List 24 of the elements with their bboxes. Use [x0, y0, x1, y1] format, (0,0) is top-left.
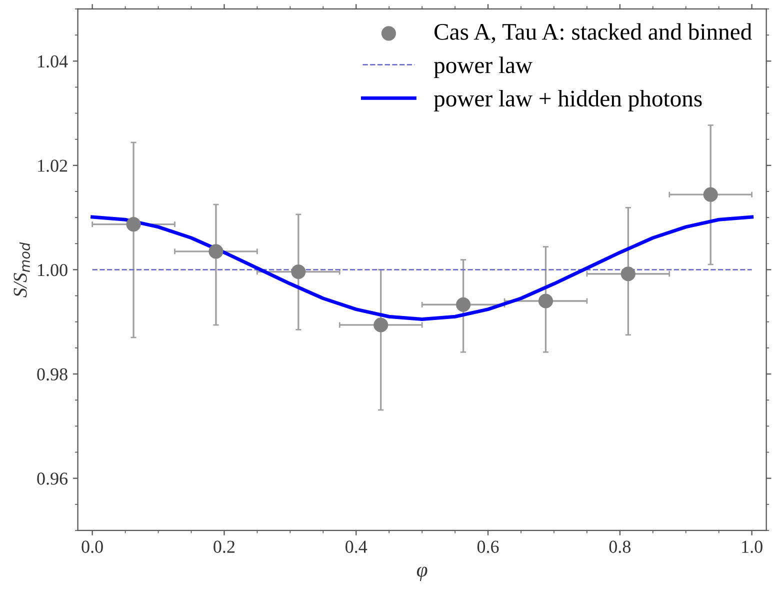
point	[703, 187, 718, 202]
legend-label: Cas A, Tau A: stacked and binned	[434, 23, 752, 44]
x-tick-label: 0.4	[346, 540, 368, 553]
x-tick-label: 0.0	[82, 540, 103, 553]
y-tick-label: 0.96	[37, 472, 68, 485]
x-tick-label: 0.2	[214, 540, 234, 553]
x-axis-title: φ	[416, 566, 428, 581]
point	[456, 297, 471, 312]
legend-label: power law + hidden photons	[434, 90, 702, 112]
x-tick-label: 0.8	[609, 540, 631, 553]
x-tick-label: 1.0	[742, 540, 762, 553]
legend-label: power law	[434, 56, 532, 78]
y-tick-label: 1.02	[38, 160, 68, 172]
point	[538, 294, 554, 308]
y-tick-label: 1.00	[38, 264, 68, 276]
point	[208, 244, 224, 259]
y-tick-label: 1.04	[38, 55, 68, 68]
point	[374, 318, 388, 332]
x-tick-label: 0.6	[477, 540, 499, 553]
y-axis-title: S/S$_{mod}$	[14, 242, 30, 298]
y-tick-label: 0.98	[37, 368, 68, 381]
point	[291, 264, 306, 280]
point	[620, 266, 636, 282]
point	[126, 217, 141, 232]
